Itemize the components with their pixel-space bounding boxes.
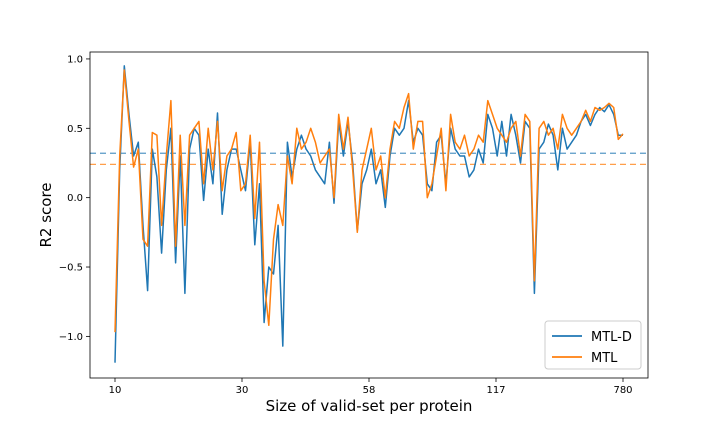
y-tick-label: −0.5 [59,263,83,274]
y-tick-label: −1.0 [59,332,83,343]
x-tick-label: 58 [363,385,376,396]
series-lines [114,65,624,363]
y-tick-label: 1.0 [67,54,83,65]
x-axis-label: Size of valid-set per protein [266,397,473,415]
y-axis: −1.0 −0.5 0.0 0.5 1.0 [59,54,90,343]
legend: MTL-D MTL [544,320,642,370]
x-axis: 10 30 58 117 780 [109,378,633,396]
x-tick-label: 117 [486,385,505,396]
y-tick-label: 0.5 [67,124,83,135]
x-tick-label: 780 [613,385,632,396]
y-axis-label: R2 score [37,182,55,247]
x-tick-label: 30 [236,385,249,396]
x-tick-label: 10 [109,385,122,396]
series-line-1 [114,69,624,333]
y-tick-label: 0.0 [67,193,83,204]
legend-label-mtl-d: MTL-D [591,330,632,345]
legend-label-mtl: MTL [591,351,618,366]
